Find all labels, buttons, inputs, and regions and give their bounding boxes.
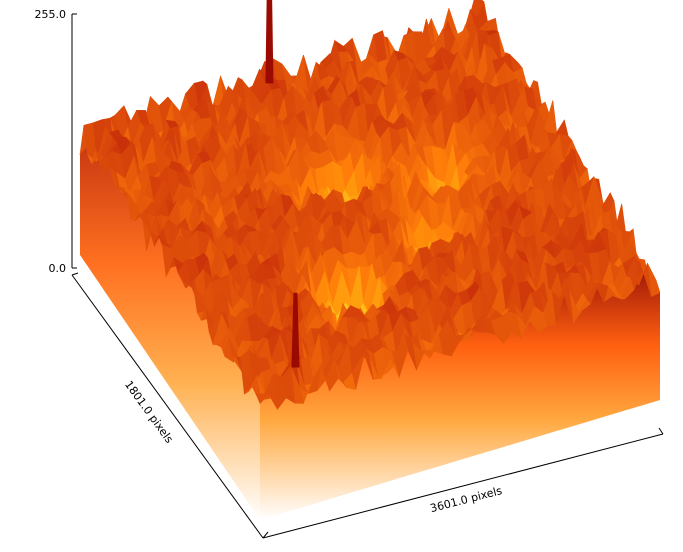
surface-walls — [80, 125, 660, 520]
x-axis-line — [262, 433, 664, 539]
y-axis-label: 1801.0 pixels — [122, 378, 176, 446]
z-axis-min-label: 0.0 — [49, 262, 67, 275]
z-axis-max-label: 255.0 — [35, 8, 67, 21]
surface-mesh — [79, 0, 661, 411]
surface-spikes — [265, 0, 300, 368]
x-axis-label: 3601.0 pixels — [429, 484, 504, 515]
y-axis-tick-start — [71, 272, 79, 276]
x-axis-tick-start — [262, 531, 269, 539]
front-wall — [260, 269, 660, 520]
left-wall — [80, 125, 260, 520]
surface-cell — [255, 393, 270, 404]
z-axis: 255.0 0.0 — [35, 8, 77, 275]
spike — [291, 292, 300, 368]
x-axis-tick-end — [658, 427, 664, 435]
y-axis-line — [71, 274, 264, 539]
surface-cell — [555, 119, 569, 137]
spike — [265, 0, 274, 84]
